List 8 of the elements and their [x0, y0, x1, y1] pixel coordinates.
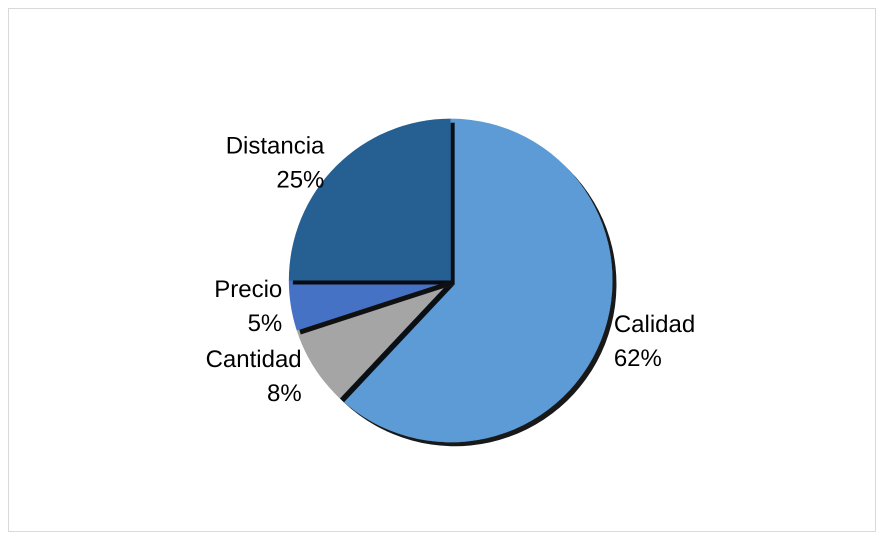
- slice-label: Cantidad: [206, 346, 302, 373]
- data-label: 8%: [266, 380, 302, 407]
- slice-label: Calidad: [614, 310, 696, 338]
- slice-label: Distancia: [226, 132, 326, 160]
- data-label: 25%: [276, 166, 324, 194]
- slice-label: Precio: [214, 276, 282, 303]
- data-label: 62%: [614, 344, 662, 372]
- data-label: 5%: [248, 310, 282, 337]
